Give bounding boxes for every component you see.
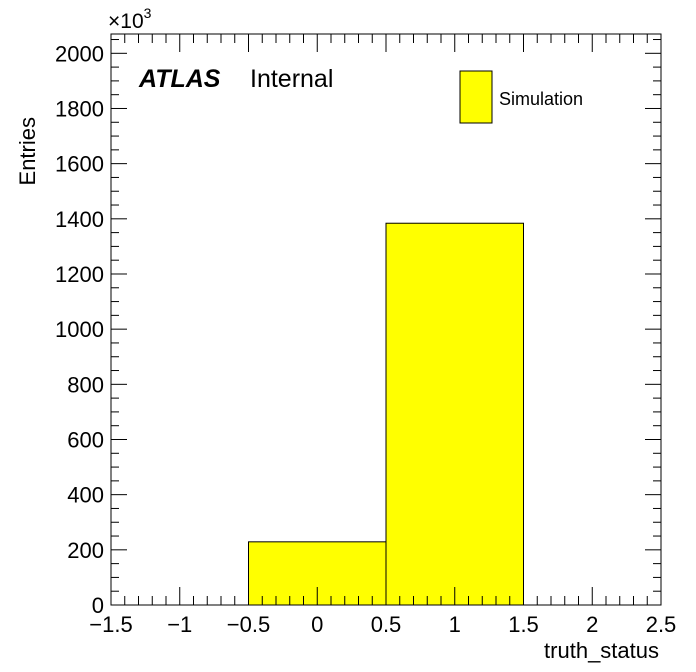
- y-tick-label: 1400: [55, 207, 104, 232]
- y-multiplier-exponent: 3: [144, 5, 152, 21]
- histogram-bars: [248, 222, 524, 606]
- x-axis-tick-labels: −1.5 −1 −0.5 0 0.5 1 1.5 2 2.5: [89, 612, 676, 637]
- y-tick-label: 400: [67, 483, 104, 508]
- y-tick-label: 200: [67, 538, 104, 563]
- x-tick-label: 1: [449, 612, 461, 637]
- internal-label: Internal: [250, 65, 333, 93]
- x-tick-label: 1.5: [508, 612, 539, 637]
- y-axis-multiplier: ×103: [108, 5, 152, 33]
- legend-label-simulation: Simulation: [499, 89, 583, 109]
- y-tick-label: 0: [92, 593, 104, 618]
- y-tick-label: 1800: [55, 96, 104, 121]
- x-tick-label: 0.5: [371, 612, 402, 637]
- x-tick-label: 0: [311, 612, 323, 637]
- y-axis-tick-labels: 0 200 400 600 800 1000 1200 1400 1600 1800 2000: [55, 41, 104, 618]
- x-axis-title: truth_status: [544, 638, 659, 663]
- atlas-label: ATLAS: [138, 65, 221, 93]
- x-tick-label: 2.5: [646, 612, 677, 637]
- histogram-bin-2: [385, 222, 524, 606]
- y-tick-label: 1000: [55, 317, 104, 342]
- y-axis-ticks: [111, 39, 661, 606]
- y-tick-label: 2000: [55, 41, 104, 66]
- x-tick-label: −1: [167, 612, 192, 637]
- y-tick-label: 800: [67, 372, 104, 397]
- x-tick-label: −1.5: [89, 612, 132, 637]
- x-tick-label: 2: [586, 612, 598, 637]
- y-tick-label: 1600: [55, 152, 104, 177]
- y-tick-label: 1200: [55, 262, 104, 287]
- x-axis-ticks: [110, 34, 662, 605]
- x-tick-label: −0.5: [227, 612, 270, 637]
- y-axis-title: Entries: [15, 117, 40, 185]
- legend-swatch-simulation: [459, 70, 493, 124]
- y-multiplier-base: ×10: [108, 10, 144, 33]
- y-tick-label: 600: [67, 427, 104, 452]
